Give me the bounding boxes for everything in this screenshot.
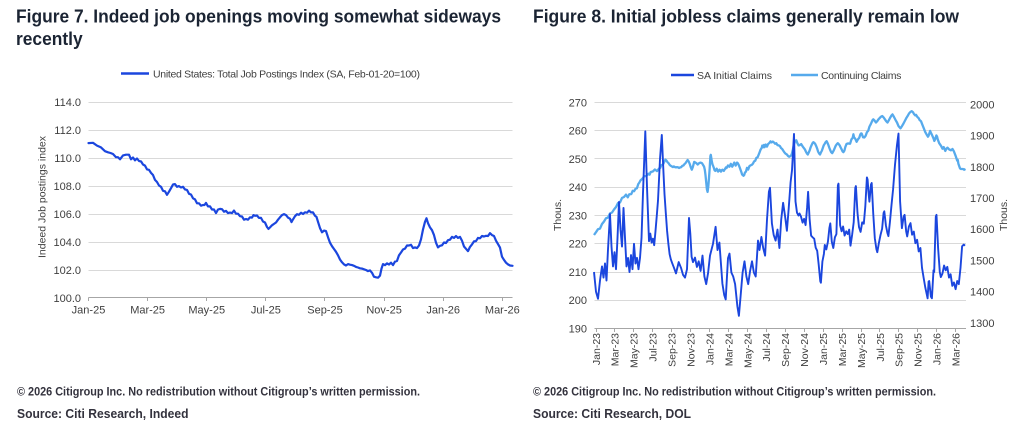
svg-text:Sep-24: Sep-24	[780, 333, 792, 367]
svg-text:Mar-25: Mar-25	[837, 333, 849, 366]
svg-text:114.0: 114.0	[54, 97, 81, 109]
svg-text:Thous.: Thous.	[552, 199, 564, 231]
svg-text:Jan-23: Jan-23	[591, 333, 603, 365]
svg-text:1500: 1500	[970, 255, 994, 267]
svg-text:Jan-26: Jan-26	[932, 333, 944, 365]
svg-text:© 2026 Citigroup Inc. No redis: © 2026 Citigroup Inc. No redistribution …	[17, 385, 420, 399]
svg-text:© 2026 Citigroup Inc. No redis: © 2026 Citigroup Inc. No redistribution …	[533, 385, 936, 399]
svg-text:240: 240	[569, 182, 587, 194]
svg-text:Thous.: Thous.	[998, 199, 1010, 231]
svg-text:Nov-23: Nov-23	[685, 333, 697, 367]
svg-text:102.0: 102.0	[53, 265, 81, 277]
svg-text:260: 260	[569, 126, 587, 138]
svg-text:250: 250	[569, 154, 587, 166]
svg-text:190: 190	[569, 323, 587, 335]
svg-text:1900: 1900	[970, 131, 994, 143]
svg-text:Sep-25: Sep-25	[894, 333, 906, 367]
svg-text:1400: 1400	[970, 287, 994, 299]
svg-text:210: 210	[569, 267, 587, 279]
svg-text:1300: 1300	[970, 318, 994, 330]
svg-text:Mar-25: Mar-25	[130, 305, 165, 317]
svg-text:Jul-25: Jul-25	[875, 333, 887, 362]
svg-text:Jan-25: Jan-25	[72, 305, 106, 317]
svg-text:1700: 1700	[970, 193, 994, 205]
svg-text:Mar-26: Mar-26	[951, 333, 963, 366]
svg-text:May-25: May-25	[188, 305, 225, 317]
svg-text:Jan-25: Jan-25	[818, 333, 830, 365]
svg-text:SA Initial Claims: SA Initial Claims	[697, 70, 772, 82]
svg-text:May-23: May-23	[629, 333, 641, 368]
svg-text:Nov-25: Nov-25	[366, 305, 401, 317]
svg-text:Mar-23: Mar-23	[610, 333, 622, 366]
svg-text:recently: recently	[16, 28, 83, 49]
svg-text:100.0: 100.0	[53, 293, 81, 305]
svg-text:112.0: 112.0	[54, 125, 81, 137]
svg-text:230: 230	[569, 210, 587, 222]
svg-text:1800: 1800	[970, 162, 994, 174]
svg-text:Indeed Job postings index: Indeed Job postings index	[37, 135, 49, 258]
svg-text:Figure 8. Initial jobless clai: Figure 8. Initial jobless claims general…	[533, 6, 960, 27]
svg-text:Nov-25: Nov-25	[913, 333, 925, 367]
svg-text:United States: Total Job Posti: United States: Total Job Postings Index …	[153, 69, 420, 81]
svg-text:Jul-24: Jul-24	[761, 333, 773, 362]
svg-text:Source: Citi Research, Indeed: Source: Citi Research, Indeed	[17, 406, 189, 421]
svg-text:Sep-25: Sep-25	[307, 305, 342, 317]
svg-text:Figure 7. Indeed job openings: Figure 7. Indeed job openings moving som…	[16, 6, 501, 27]
svg-text:270: 270	[569, 97, 587, 109]
svg-text:Nov-24: Nov-24	[799, 333, 811, 367]
svg-text:104.0: 104.0	[53, 237, 81, 249]
svg-text:108.0: 108.0	[53, 181, 81, 193]
svg-text:220: 220	[569, 239, 587, 251]
svg-text:110.0: 110.0	[54, 153, 81, 165]
svg-text:Continuing Claims: Continuing Claims	[821, 70, 901, 82]
svg-text:Jul-25: Jul-25	[251, 305, 281, 317]
svg-text:Source: Citi Research, DOL: Source: Citi Research, DOL	[533, 406, 691, 421]
svg-text:106.0: 106.0	[53, 209, 81, 221]
svg-text:Mar-24: Mar-24	[723, 333, 735, 366]
svg-text:Mar-26: Mar-26	[485, 305, 520, 317]
svg-text:Jan-26: Jan-26	[426, 305, 460, 317]
svg-text:200: 200	[569, 295, 587, 307]
svg-text:May-25: May-25	[856, 333, 868, 368]
svg-text:May-24: May-24	[742, 333, 754, 368]
svg-text:1600: 1600	[970, 224, 994, 236]
svg-text:Jan-24: Jan-24	[704, 333, 716, 365]
svg-text:Sep-23: Sep-23	[667, 333, 679, 367]
svg-text:2000: 2000	[970, 99, 994, 111]
svg-text:Jul-23: Jul-23	[648, 333, 660, 362]
